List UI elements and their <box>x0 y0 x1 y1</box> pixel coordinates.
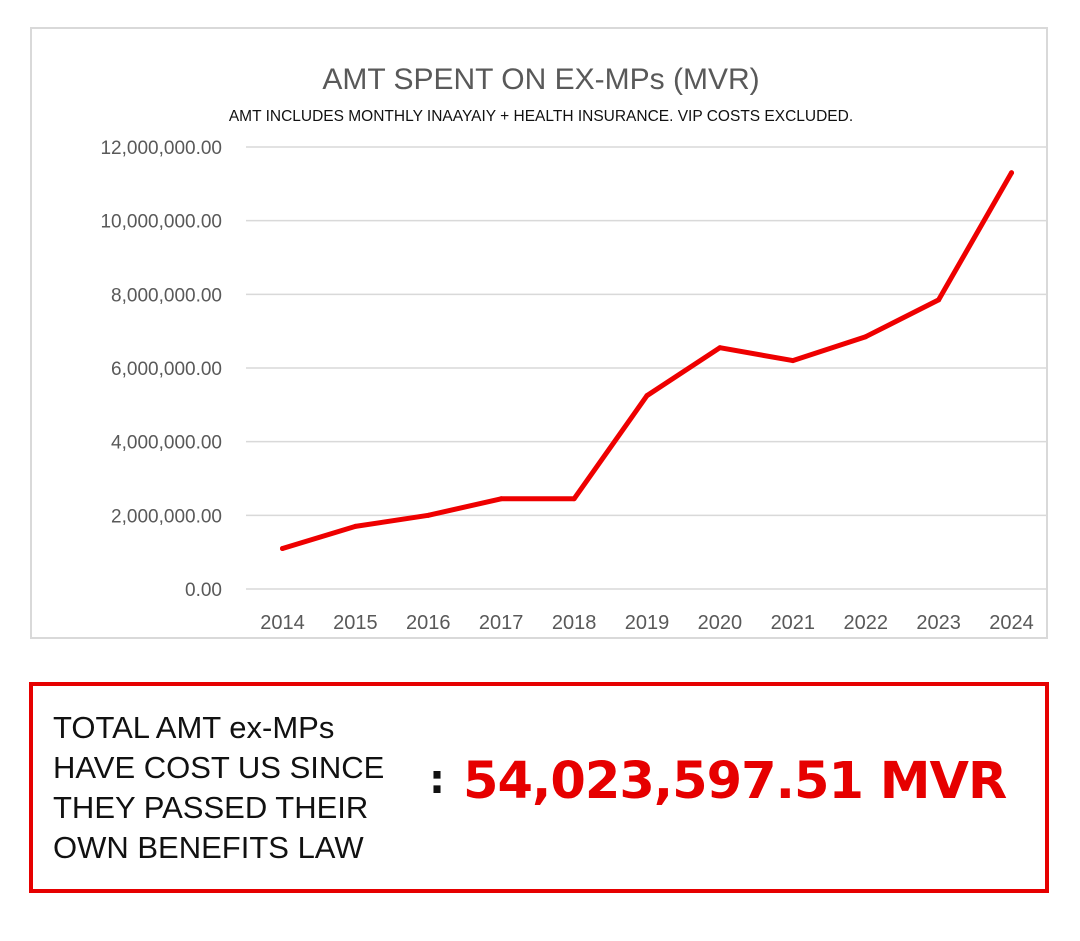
total-label-line-4: OWN BENEFITS LAW <box>53 830 364 865</box>
x-tick-label: 2016 <box>406 612 451 634</box>
y-tick-label: 10,000,000.00 <box>100 212 222 233</box>
series-line <box>280 170 1014 551</box>
chart-subtitle: AMT INCLUDES MONTHLY INAAYAIY + HEALTH I… <box>229 108 853 125</box>
data-point <box>717 345 723 351</box>
y-axis-ticks: 0.00 2,000,000.00 4,000,000.00 6,000,000.00… <box>100 138 222 601</box>
data-point <box>644 393 650 399</box>
series-layer <box>279 170 1015 551</box>
total-label-line-2: HAVE COST US SINCE <box>53 750 385 785</box>
y-tick-label: 8,000,000.00 <box>111 285 222 306</box>
y-tick-label: 12,000,000.00 <box>100 138 222 159</box>
x-tick-label: 2024 <box>989 612 1034 634</box>
x-tick-label: 2019 <box>625 612 670 634</box>
x-tick-label: 2017 <box>479 612 524 634</box>
data-point <box>352 523 358 529</box>
total-label-line-1: TOTAL AMT ex-MPs <box>53 710 335 745</box>
data-point <box>1009 170 1015 176</box>
line-chart: AMT SPENT ON EX-MPs (MVR) AMT INCLUDES M… <box>100 63 1046 634</box>
data-point <box>571 496 577 502</box>
y-tick-label: 0.00 <box>185 580 222 601</box>
data-point <box>863 334 869 340</box>
data-point <box>790 358 796 364</box>
data-point <box>425 512 431 518</box>
data-point <box>498 496 504 502</box>
x-tick-label: 2021 <box>771 612 816 634</box>
gridlines <box>246 146 1046 590</box>
chart-frame: AMT SPENT ON EX-MPs (MVR) AMT INCLUDES M… <box>30 27 1048 639</box>
total-label-line-3: THEY PASSED THEIR <box>53 790 369 825</box>
total-cost-box: TOTAL AMT ex-MPs HAVE COST US SINCE THEY… <box>29 682 1049 893</box>
y-tick-label: 6,000,000.00 <box>111 359 222 380</box>
total-cost-value: 54,023,597.51 MVR <box>463 752 1007 811</box>
total-cost-label: TOTAL AMT ex-MPs HAVE COST US SINCE THEY… <box>53 708 423 868</box>
x-tick-label: 2015 <box>333 612 378 634</box>
data-point <box>279 545 285 551</box>
y-tick-label: 4,000,000.00 <box>111 433 222 454</box>
x-axis-ticks: 2014 2015 2016 2017 2018 2019 2020 2021 2022 2023… <box>260 612 1034 634</box>
y-tick-label: 2,000,000.00 <box>111 506 222 527</box>
x-tick-label: 2014 <box>260 612 305 634</box>
total-colon: : <box>429 757 445 803</box>
data-point <box>936 297 942 303</box>
chart-title: AMT SPENT ON EX-MPs (MVR) <box>322 63 759 96</box>
x-tick-label: 2022 <box>843 612 888 634</box>
x-tick-label: 2020 <box>698 612 743 634</box>
x-tick-label: 2023 <box>916 612 961 634</box>
x-tick-label: 2018 <box>552 612 597 634</box>
